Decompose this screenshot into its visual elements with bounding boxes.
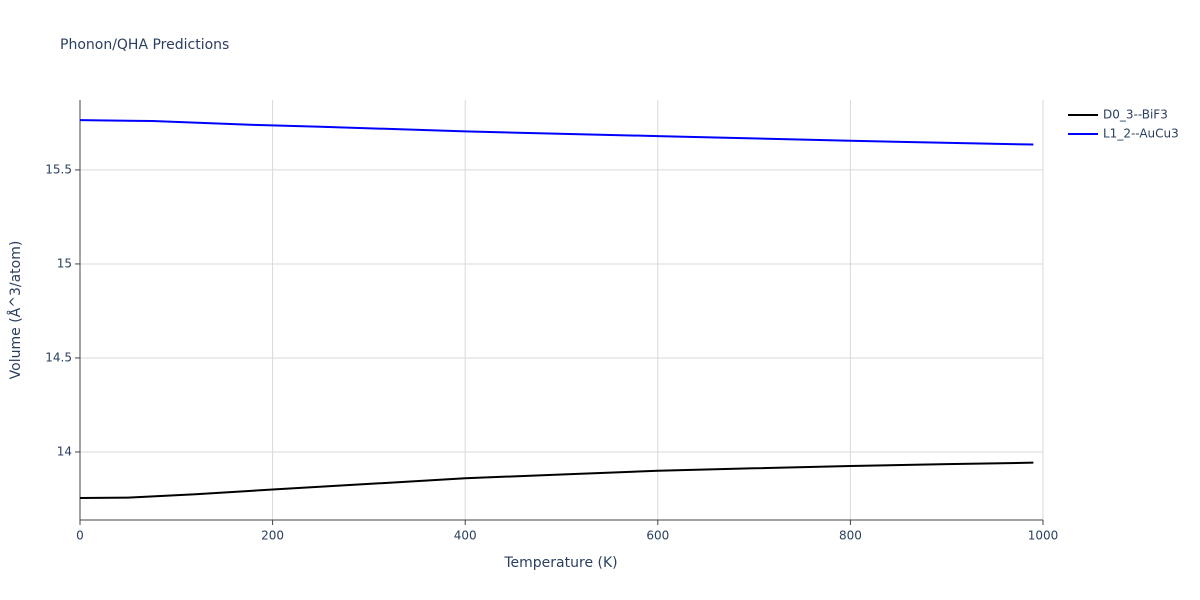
y-tick-label: 14 — [57, 444, 72, 458]
y-tick-label: 15 — [57, 256, 72, 270]
y-tick-label: 15.5 — [45, 162, 72, 176]
series-line — [79, 119, 1034, 146]
x-tick-label: 200 — [261, 529, 284, 543]
series-line — [79, 461, 1034, 500]
y-axis-title: Volume (Å^3/atom) — [7, 241, 24, 380]
chart-title: Phonon/QHA Predictions — [60, 37, 229, 53]
x-tick-label: 1000 — [1028, 529, 1059, 543]
legend-label: D0_3--BiF3 — [1103, 108, 1168, 122]
x-tick-label: 400 — [454, 529, 477, 543]
x-axis-title: Temperature (K) — [503, 555, 617, 571]
x-tick-label: 600 — [646, 529, 669, 543]
x-tick-label: 800 — [839, 529, 862, 543]
y-tick-label: 14.5 — [45, 350, 72, 364]
legend-label: L1_2--AuCu3 — [1103, 127, 1179, 141]
x-tick-label: 0 — [76, 529, 84, 543]
